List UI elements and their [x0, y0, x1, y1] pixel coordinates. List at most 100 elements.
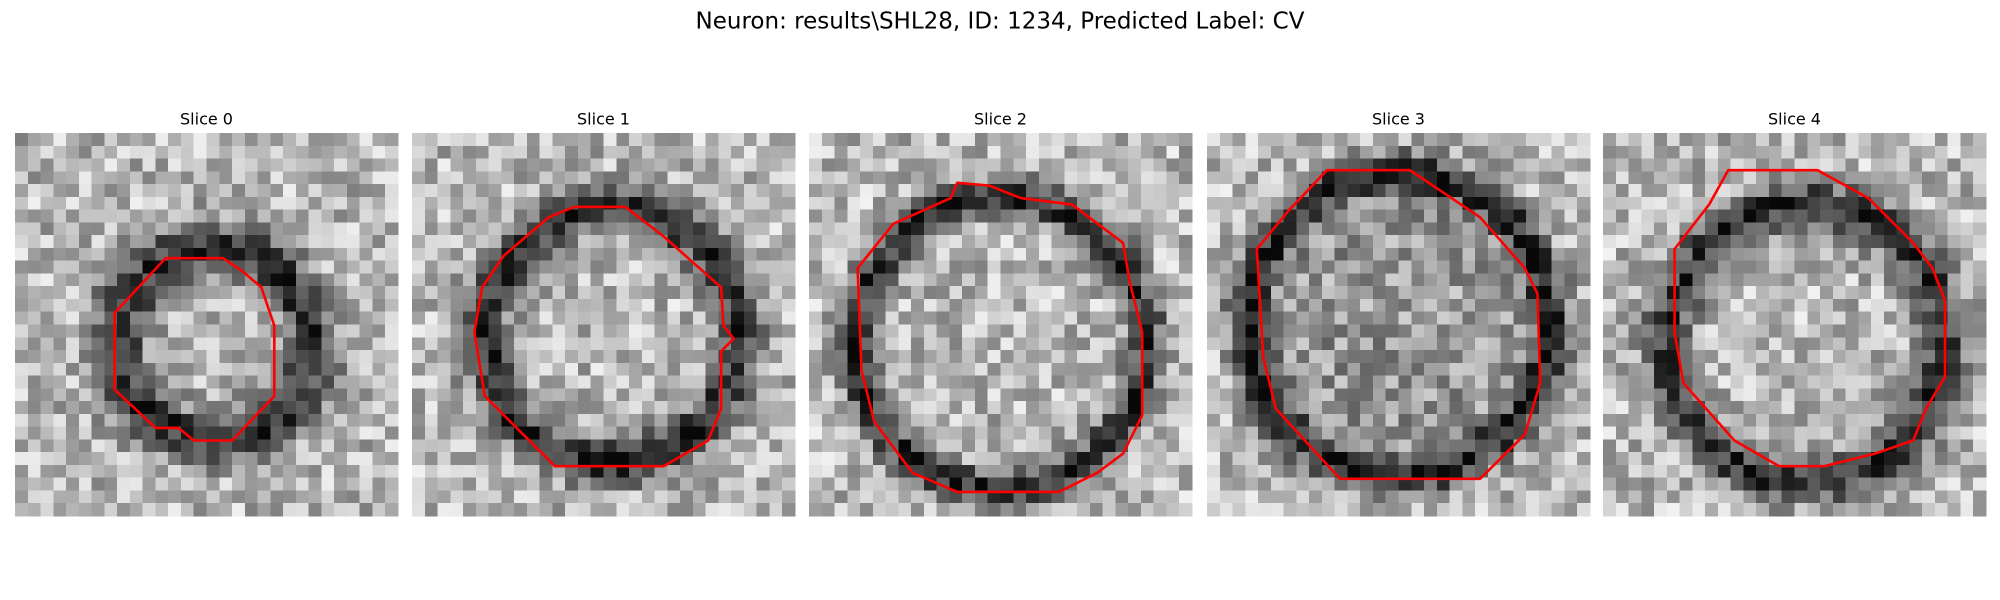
pixel	[1424, 145, 1438, 160]
pixel	[1820, 439, 1834, 453]
pixel	[270, 362, 284, 377]
pixel	[603, 286, 617, 300]
pixel	[1641, 426, 1655, 440]
pixel	[308, 490, 322, 504]
pixel	[501, 426, 515, 440]
pixel	[1115, 209, 1129, 223]
pixel	[321, 439, 335, 453]
pixel	[193, 464, 207, 479]
pixel	[1219, 235, 1234, 249]
pixel	[295, 375, 310, 389]
pixel	[283, 350, 297, 364]
pixel	[539, 503, 553, 517]
pixel	[1411, 362, 1425, 377]
pixel	[756, 260, 770, 274]
pixel	[1705, 209, 1719, 223]
pixel	[1768, 235, 1783, 249]
pixel	[1411, 311, 1425, 325]
pixel	[1551, 235, 1565, 249]
pixel	[53, 235, 67, 249]
pixel	[1296, 298, 1310, 313]
pixel	[1321, 133, 1336, 147]
pixel	[1564, 401, 1578, 415]
pixel	[603, 477, 617, 491]
pixel	[1500, 426, 1514, 440]
pixel	[193, 503, 207, 517]
pixel	[1424, 260, 1438, 274]
pixel	[911, 413, 925, 428]
pixel	[437, 452, 451, 466]
pixel	[1232, 401, 1246, 415]
pixel	[257, 260, 271, 274]
pixel	[667, 209, 681, 223]
pixel	[1628, 426, 1642, 440]
pixel	[104, 388, 118, 402]
pixel	[1871, 401, 1885, 415]
pixel	[346, 452, 361, 466]
pixel	[206, 260, 220, 274]
pixel	[372, 362, 386, 377]
pixel	[1832, 375, 1847, 389]
pixel	[1538, 439, 1553, 453]
pixel	[577, 145, 592, 160]
pixel	[1296, 350, 1310, 364]
pixel	[372, 209, 386, 223]
pixel	[590, 273, 604, 287]
pixel	[1411, 273, 1425, 287]
pixel	[270, 464, 284, 479]
pixel	[1858, 133, 1872, 147]
pixel	[1743, 503, 1757, 517]
pixel	[1896, 133, 1910, 147]
pixel	[1628, 401, 1642, 415]
pixel	[15, 158, 29, 172]
pixel	[1883, 503, 1898, 517]
pixel	[1883, 298, 1898, 313]
pixel	[1166, 464, 1180, 479]
pixel	[1871, 490, 1885, 504]
pixel	[1360, 401, 1374, 415]
pixel	[1102, 464, 1116, 479]
pixel	[565, 311, 579, 325]
pixel	[219, 286, 233, 300]
pixel	[1207, 337, 1221, 351]
pixel	[1051, 311, 1065, 325]
pixel	[1245, 337, 1259, 351]
pixel	[1666, 133, 1681, 147]
pixel	[1603, 133, 1617, 147]
pixel	[1973, 158, 1987, 172]
pixel	[91, 273, 105, 287]
pixel	[257, 477, 271, 491]
pixel	[321, 413, 335, 428]
pixel	[718, 158, 732, 172]
pixel	[219, 222, 233, 236]
pixel	[1475, 388, 1489, 402]
pixel	[1871, 477, 1885, 491]
pixel	[962, 477, 976, 491]
pixel	[78, 464, 93, 479]
pixel	[244, 260, 259, 274]
pixel	[1128, 145, 1142, 160]
pixel	[1449, 439, 1463, 453]
pixel	[1207, 426, 1221, 440]
pixel	[1258, 273, 1272, 287]
pixel	[1462, 375, 1476, 389]
pixel	[1270, 477, 1285, 491]
pixel	[1654, 235, 1668, 249]
pixel	[1896, 311, 1910, 325]
pixel	[1934, 490, 1949, 504]
pixel	[244, 158, 259, 172]
pixel	[334, 286, 348, 300]
pixel	[334, 477, 348, 491]
pixel	[974, 350, 989, 364]
pixel	[1538, 196, 1553, 211]
pixel	[1871, 184, 1885, 198]
pixel	[66, 311, 80, 325]
pixel	[1654, 311, 1668, 325]
pixel	[1321, 311, 1336, 325]
pixel	[1832, 464, 1847, 479]
pixel	[180, 503, 195, 517]
pixel	[936, 133, 950, 147]
pixel	[193, 490, 207, 504]
pixel	[1424, 158, 1438, 172]
pixel	[244, 324, 259, 338]
